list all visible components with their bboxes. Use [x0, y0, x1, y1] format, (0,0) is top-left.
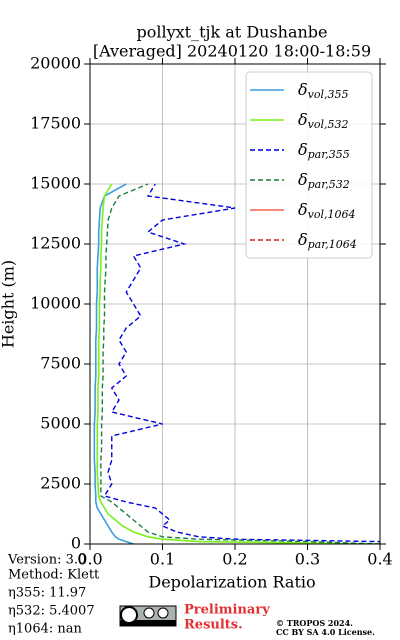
y-tick-label: 12500	[30, 234, 81, 253]
legend-box	[245, 71, 373, 259]
profile-line	[100, 183, 380, 544]
legend-label: δvol,355	[298, 80, 349, 102]
y-tick-label: 10000	[30, 294, 81, 313]
legend-label: δvol,1064	[298, 200, 356, 222]
plot-frame	[89, 63, 381, 545]
y-tick-label: 7500	[40, 354, 81, 373]
copyright: CC BY SA 4.0 License.	[276, 627, 375, 637]
x-tick-label: 0.2	[222, 550, 247, 569]
preliminary-text: Results.	[184, 618, 243, 633]
y-tick-label: 2500	[40, 474, 81, 493]
profile-line	[96, 183, 380, 544]
y-axis-label: Height (m)	[0, 260, 18, 348]
info-text: η355: 11.97	[8, 586, 86, 601]
chart-title: [Averaged] 20240120 18:00-18:59	[93, 42, 371, 61]
y-tick-label: 20000	[30, 54, 81, 73]
info-text: Version: 3.0	[7, 553, 86, 568]
cc-logo	[119, 605, 177, 627]
y-tick-label: 15000	[30, 174, 81, 193]
x-tick-label: 0.4	[367, 550, 392, 569]
x-tick-label: 0.3	[295, 550, 320, 569]
chart-title: pollyxt_tjk at Dushanbe	[136, 23, 327, 42]
profile-line	[93, 183, 134, 544]
info-text: η1064: nan	[8, 622, 83, 637]
info-text: η532: 5.4007	[8, 604, 95, 619]
profile-line	[103, 183, 380, 544]
info-text: Method: Klett	[8, 568, 100, 583]
x-axis-label: Depolarization Ratio	[148, 573, 315, 592]
x-tick-label: 0.0	[77, 550, 102, 569]
legend-label: δpar,1064	[298, 230, 357, 252]
legend-label: δpar,532	[298, 170, 350, 192]
x-tick-label: 0.1	[150, 550, 175, 569]
copyright: © TROPOS 2024.	[276, 618, 353, 628]
legend-label: δvol,532	[298, 110, 349, 132]
y-tick-label: 0	[71, 534, 81, 553]
legend-label: δpar,355	[298, 140, 350, 162]
y-tick-label: 17500	[30, 114, 81, 133]
preliminary-text: Preliminary	[184, 603, 270, 618]
y-tick-label: 5000	[40, 414, 81, 433]
plot-area	[93, 183, 380, 544]
